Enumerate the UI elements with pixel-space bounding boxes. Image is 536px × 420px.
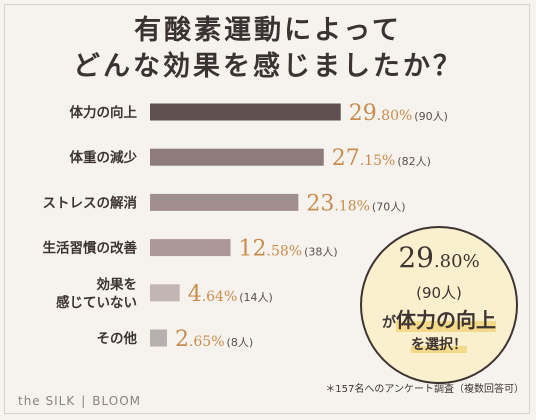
badge-percent-dec: .80%	[433, 251, 480, 272]
badge-circle	[360, 226, 518, 384]
data-label: 23.18% (70人)	[306, 191, 405, 216]
data-label: 12.58% (38人)	[239, 237, 338, 262]
bar	[150, 193, 299, 211]
bar	[150, 284, 180, 302]
badge-label-text: 体力の向上	[396, 308, 496, 332]
brand-left: the SILK	[18, 394, 76, 408]
highlight-badge: 29.80% (90人) が体力の向上 を選択！	[360, 226, 518, 384]
badge-select: を選択！	[360, 334, 518, 354]
data-label: 4.64% (14人)	[188, 282, 273, 307]
chart-title-line1: 有酸素運動によって	[134, 15, 402, 46]
bar	[150, 103, 341, 121]
category-label: ストレスの解消	[43, 194, 138, 211]
bar	[150, 148, 324, 166]
category-label: 感じていない	[56, 294, 137, 311]
chart-title-line2: どんな効果を感じましたか？	[73, 51, 463, 82]
bar	[150, 329, 167, 347]
badge-label: が体力の向上	[360, 304, 518, 333]
badge-percent-int: 29	[398, 241, 434, 274]
category-label: 効果を	[97, 276, 138, 293]
brand-separator: |	[81, 394, 87, 408]
badge-select-text: を選択！	[411, 337, 467, 353]
badge-ga: が	[382, 315, 396, 331]
category-label: 体重の減少	[70, 149, 138, 166]
bar	[150, 239, 231, 257]
category-label: 生活習慣の改善	[43, 240, 138, 257]
brand-right: BLOOM	[92, 394, 141, 408]
badge-percent: 29.80%	[360, 241, 518, 274]
data-label: 2.65% (8人)	[175, 327, 253, 352]
brand-logo: the SILK | BLOOM	[18, 394, 141, 408]
survey-footnote: ＊157名へのアンケート調査（複数回答可）	[325, 384, 524, 395]
badge-count: (90人)	[416, 284, 462, 302]
data-label: 27.15% (82人)	[332, 146, 431, 171]
category-label: その他	[97, 330, 138, 347]
data-label: 29.80% (90人)	[349, 101, 448, 126]
category-label: 体力の向上	[70, 104, 138, 121]
chart-frame	[4, 4, 530, 414]
